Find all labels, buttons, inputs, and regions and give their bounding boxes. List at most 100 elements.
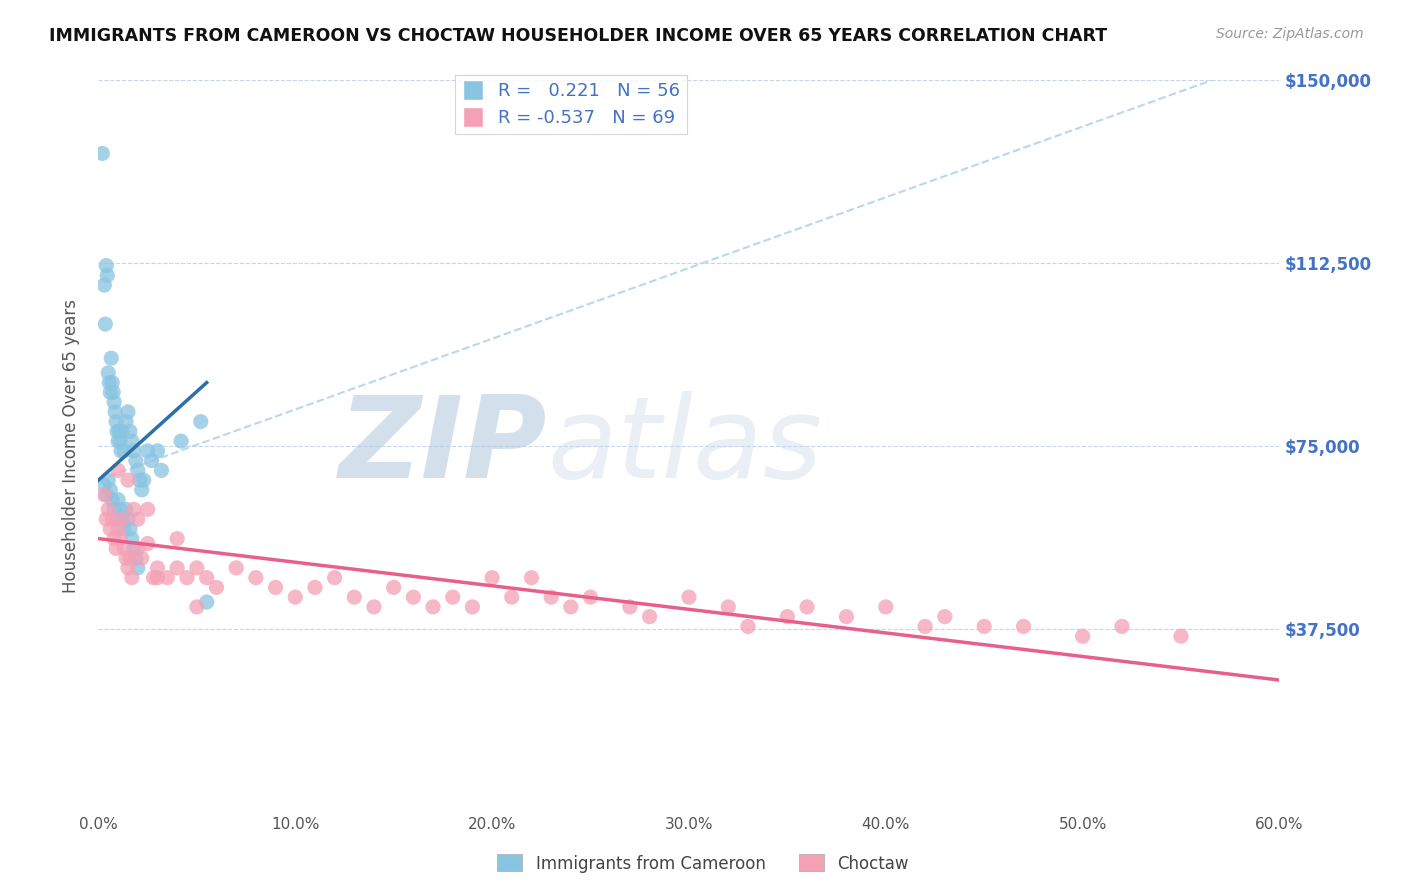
Point <box>104 405 127 419</box>
Point <box>343 590 366 604</box>
Legend: Immigrants from Cameroon, Choctaw: Immigrants from Cameroon, Choctaw <box>491 847 915 880</box>
Point <box>402 590 425 604</box>
Point <box>96 259 118 273</box>
Point <box>112 443 135 458</box>
Point <box>136 443 159 458</box>
Point <box>737 619 759 633</box>
Point <box>176 571 198 585</box>
Point <box>422 599 444 614</box>
Point <box>166 532 188 546</box>
Point <box>97 473 120 487</box>
Point <box>136 536 159 550</box>
Point <box>98 483 121 497</box>
Point <box>875 599 897 614</box>
Point <box>115 415 138 429</box>
Point <box>111 425 134 439</box>
Point <box>118 522 141 536</box>
Point <box>94 317 117 331</box>
Point <box>481 571 503 585</box>
Point <box>170 434 193 449</box>
Point <box>93 488 115 502</box>
Point <box>103 385 125 400</box>
Point <box>264 581 287 595</box>
Point <box>127 512 149 526</box>
Point <box>382 581 405 595</box>
Point <box>520 571 543 585</box>
Point <box>579 590 602 604</box>
Point <box>96 512 118 526</box>
Point <box>323 571 346 585</box>
Point <box>122 541 145 556</box>
Point <box>107 492 129 507</box>
Point <box>776 609 799 624</box>
Point <box>186 561 208 575</box>
Point <box>146 443 169 458</box>
Point <box>441 590 464 604</box>
Y-axis label: Householder Income Over 65 years: Householder Income Over 65 years <box>62 299 80 593</box>
Point <box>93 478 115 492</box>
Point <box>150 463 173 477</box>
Point <box>146 561 169 575</box>
Point <box>98 385 121 400</box>
Point <box>122 502 145 516</box>
Point <box>156 571 179 585</box>
Point <box>195 571 218 585</box>
Point <box>1170 629 1192 643</box>
Point <box>717 599 740 614</box>
Point <box>100 351 122 366</box>
Point <box>105 541 128 556</box>
Point <box>796 599 818 614</box>
Point <box>125 551 148 566</box>
Point <box>835 609 858 624</box>
Point <box>304 581 326 595</box>
Point <box>638 609 661 624</box>
Point <box>112 522 135 536</box>
Point <box>1111 619 1133 633</box>
Point <box>934 609 956 624</box>
Point <box>619 599 641 614</box>
Point <box>142 571 165 585</box>
Point <box>245 571 267 585</box>
Point <box>190 415 212 429</box>
Point <box>973 619 995 633</box>
Text: IMMIGRANTS FROM CAMEROON VS CHOCTAW HOUSEHOLDER INCOME OVER 65 YEARS CORRELATION: IMMIGRANTS FROM CAMEROON VS CHOCTAW HOUS… <box>49 27 1108 45</box>
Point <box>121 532 143 546</box>
Point <box>127 463 149 477</box>
Text: atlas: atlas <box>547 391 823 501</box>
Point <box>121 434 143 449</box>
Point <box>560 599 582 614</box>
Point <box>1071 629 1094 643</box>
Point <box>121 571 143 585</box>
Point <box>225 561 247 575</box>
Point <box>108 434 131 449</box>
Point <box>103 502 125 516</box>
Point <box>128 473 150 487</box>
Point <box>118 425 141 439</box>
Point <box>91 146 114 161</box>
Point <box>186 599 208 614</box>
Point <box>914 619 936 633</box>
Point <box>101 512 124 526</box>
Point <box>111 512 134 526</box>
Point <box>125 453 148 467</box>
Point <box>118 551 141 566</box>
Point <box>107 522 129 536</box>
Point <box>131 483 153 497</box>
Point <box>93 278 115 293</box>
Point <box>108 532 131 546</box>
Point <box>97 366 120 380</box>
Point <box>363 599 385 614</box>
Point <box>122 443 145 458</box>
Point <box>111 512 134 526</box>
Point <box>117 512 139 526</box>
Point <box>141 453 163 467</box>
Point <box>107 434 129 449</box>
Point <box>501 590 523 604</box>
Point <box>103 532 125 546</box>
Point <box>98 522 121 536</box>
Text: Source: ZipAtlas.com: Source: ZipAtlas.com <box>1216 27 1364 41</box>
Point <box>195 595 218 609</box>
Point <box>108 502 131 516</box>
Point <box>105 415 128 429</box>
Point <box>105 425 128 439</box>
